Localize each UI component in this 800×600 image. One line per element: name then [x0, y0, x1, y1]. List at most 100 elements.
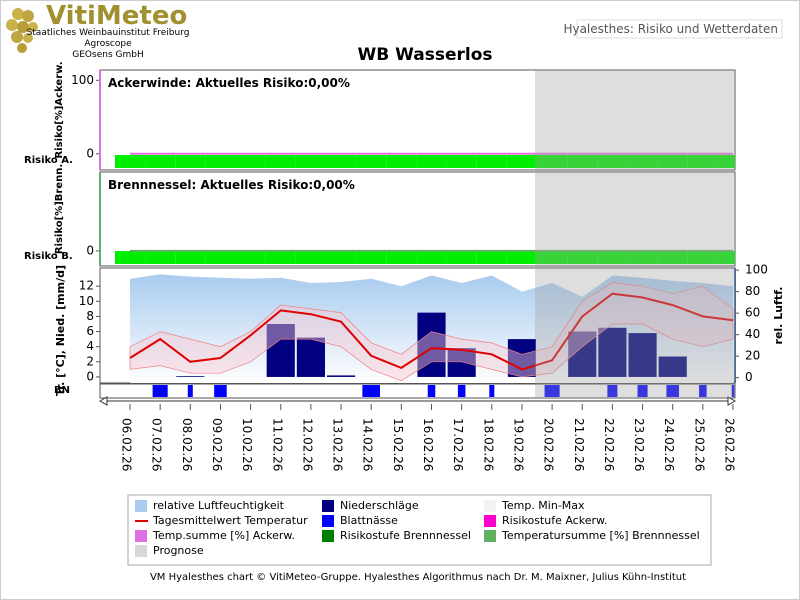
leaf-row: [99, 383, 736, 399]
org-line: Agroscope: [84, 39, 132, 49]
band-label: Risiko B.: [24, 251, 73, 262]
precipitation-bar: [507, 339, 537, 377]
y2-tick-label: 60: [745, 306, 760, 320]
leaf-wetness: [699, 385, 707, 397]
legend-swatch: [135, 500, 147, 512]
tab[interactable]: [576, 19, 783, 39]
legend-label: Risikostufe Brennnessel: [340, 529, 471, 542]
y2-tick-label: 80: [745, 284, 760, 298]
y-tick-label: 10: [79, 294, 94, 308]
risk-stage: [567, 251, 598, 264]
y-tick-label: 4: [86, 339, 94, 353]
band-label: Risiko A.: [24, 155, 73, 166]
risk-stage: [265, 251, 296, 264]
scroll-right[interactable]: [727, 396, 737, 406]
legend-swatch: [322, 500, 334, 512]
panel-title: Ackerwinde: Aktuelles Risiko:0,00%: [108, 76, 350, 90]
risk-stage: [386, 155, 417, 168]
risk-stage: [717, 155, 735, 168]
legend-label: Temp. Min-Max: [501, 499, 585, 512]
legend-label: relative Luftfeuchtigkeit: [153, 499, 285, 512]
leaf-wetness: [187, 385, 193, 397]
logo-grapes: [6, 8, 38, 53]
legend-box: [127, 494, 712, 566]
leaf-wetness: [214, 385, 227, 397]
y2-tick-label: 20: [745, 349, 760, 363]
risk-stage: [567, 155, 598, 168]
x-tick-label: 14.02.26: [361, 418, 375, 471]
org-line: Staatliches Weinbauinstitut Freiburg: [27, 28, 190, 38]
y-axis-title: Tr. [°C], Nied. [mm/d]: [54, 265, 67, 396]
panel-title: Brennnessel: Aktuelles Risiko:0,00%: [108, 178, 355, 192]
risk-stage: [325, 251, 357, 264]
precipitation-bar: [266, 323, 295, 377]
leaf-wetness: [607, 385, 618, 397]
x-tick-label: 10.02.26: [240, 418, 254, 471]
x-tick-label: 21.02.26: [572, 418, 586, 471]
minmax-band: [129, 282, 734, 382]
risk-stage: [537, 251, 568, 264]
risk-stage: [476, 155, 507, 168]
risk-stage: [506, 155, 538, 168]
risk-stage: [356, 155, 387, 168]
precipitation-bar: [447, 348, 476, 377]
y-tick-label: 0: [86, 243, 94, 257]
y-tick-label: 6: [86, 324, 94, 338]
y-tick-label: 2: [86, 354, 94, 368]
risk-stage: [265, 155, 296, 168]
x-tick-label: 19.02.26: [511, 418, 525, 471]
risk-stage: [416, 155, 447, 168]
risk-stage: [627, 251, 658, 264]
x-tick-label: 17.02.26: [451, 418, 465, 471]
y-tick-label: 100: [71, 73, 94, 87]
risk-stage: [235, 251, 266, 264]
leaf-wetness: [457, 385, 466, 397]
leaf-wetness: [427, 385, 436, 397]
risk-stage: [597, 251, 628, 264]
risk-stage: [657, 251, 688, 264]
x-tick-label: 12.02.26: [300, 418, 314, 471]
risk-stage: [325, 155, 357, 168]
y-tick-label: 8: [86, 309, 94, 323]
legend-label: Risikostufe Ackerw.: [502, 514, 607, 527]
risk-stage: [386, 251, 417, 264]
risk-stage: [145, 251, 176, 264]
legend-swatch: [135, 530, 147, 542]
y-axis-title: Risiko[%]Ackerw.: [54, 61, 65, 158]
footer: VM Hyalesthes chart © VitiMeteo-Gruppe. …: [150, 572, 686, 583]
x-tick-label: 24.02.26: [662, 418, 676, 471]
risk-stage: [145, 155, 176, 168]
x-tick-label: 13.02.26: [331, 418, 345, 471]
legend-label: Temp.summe [%] Ackerw.: [152, 529, 295, 542]
risk-stage: [446, 155, 477, 168]
precipitation-bar: [176, 376, 205, 377]
risk-stage: [537, 155, 568, 168]
leaf-label: BN: [54, 385, 70, 396]
chart-title: WB Wasserlos: [357, 45, 492, 65]
logo-text: VitiMeteo: [46, 1, 187, 31]
leaf-wetness: [637, 385, 648, 397]
y2-axis-title: rel. Luftf.: [772, 287, 785, 345]
x-tick-label: 18.02.26: [481, 418, 495, 471]
y-tick-label: 12: [79, 279, 94, 293]
risk-stage: [175, 155, 206, 168]
leaf-wetness: [731, 385, 735, 397]
risk-stage: [416, 251, 447, 264]
y2-tick-label: 40: [745, 327, 760, 341]
risk-stage: [295, 251, 326, 264]
org-line: GEOsens GmbH: [72, 50, 143, 60]
precipitation-bar: [598, 327, 627, 377]
precipitation-bar: [296, 337, 325, 377]
leaf-wetness: [544, 385, 560, 397]
precipitation-bar: [326, 375, 356, 377]
risk-stage: [597, 155, 628, 168]
x-tick-label: 20.02.26: [542, 418, 556, 471]
risk-stage: [356, 251, 387, 264]
legend-swatch: [484, 515, 496, 527]
scroll-left[interactable]: [98, 396, 108, 406]
tab-label[interactable]: Hyalesthes: Risiko und Wetterdaten: [563, 22, 778, 36]
legend-label: Prognose: [153, 544, 204, 557]
x-tick-label: 09.02.26: [210, 418, 224, 471]
mean-temp-line: [129, 292, 734, 371]
